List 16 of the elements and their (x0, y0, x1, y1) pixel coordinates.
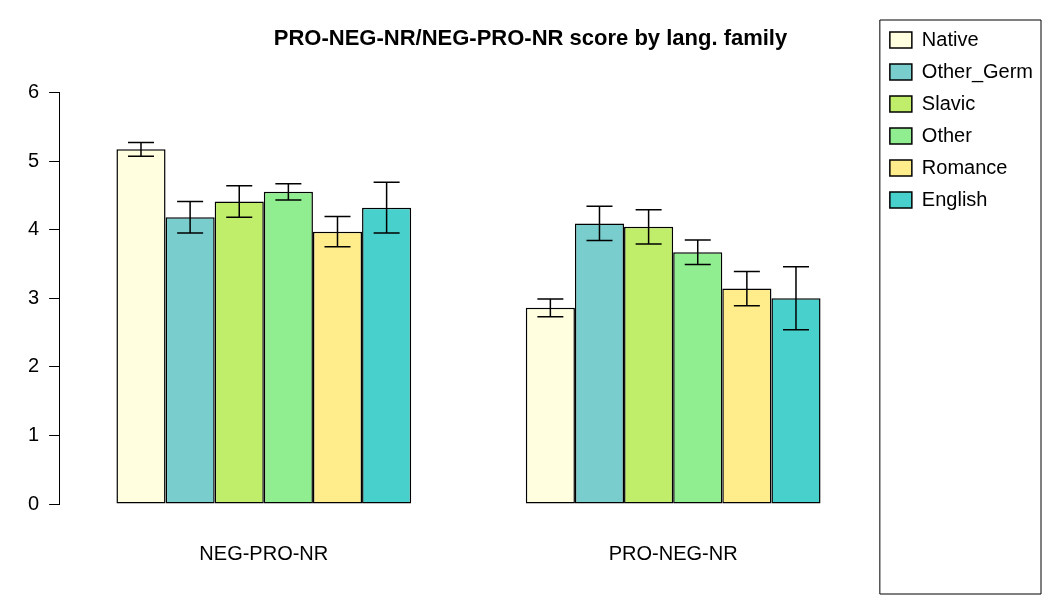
legend-label: Slavic (921, 91, 976, 114)
y-tick-label: 0 (28, 491, 40, 514)
y-tick-label: 3 (28, 285, 40, 308)
legend-label: Other (921, 123, 973, 146)
y-tick-label: 1 (28, 422, 40, 445)
y-tick-label: 2 (28, 354, 40, 377)
legend-label: Native (921, 27, 979, 50)
y-tick-label: 5 (28, 148, 40, 171)
legend-label: Romance (921, 155, 1008, 178)
x-tick-label: NEG-PRO-NR (199, 541, 329, 564)
y-tick-label: 4 (28, 217, 40, 240)
y-tick-label: 6 (28, 79, 40, 102)
x-tick-label: PRO-NEG-NR (608, 541, 738, 564)
legend-label: English (921, 187, 988, 210)
legend-label: Other_Germ (921, 59, 1034, 83)
chart-title: PRO-NEG-NR/NEG-PRO-NR score by lang. family (273, 25, 788, 51)
